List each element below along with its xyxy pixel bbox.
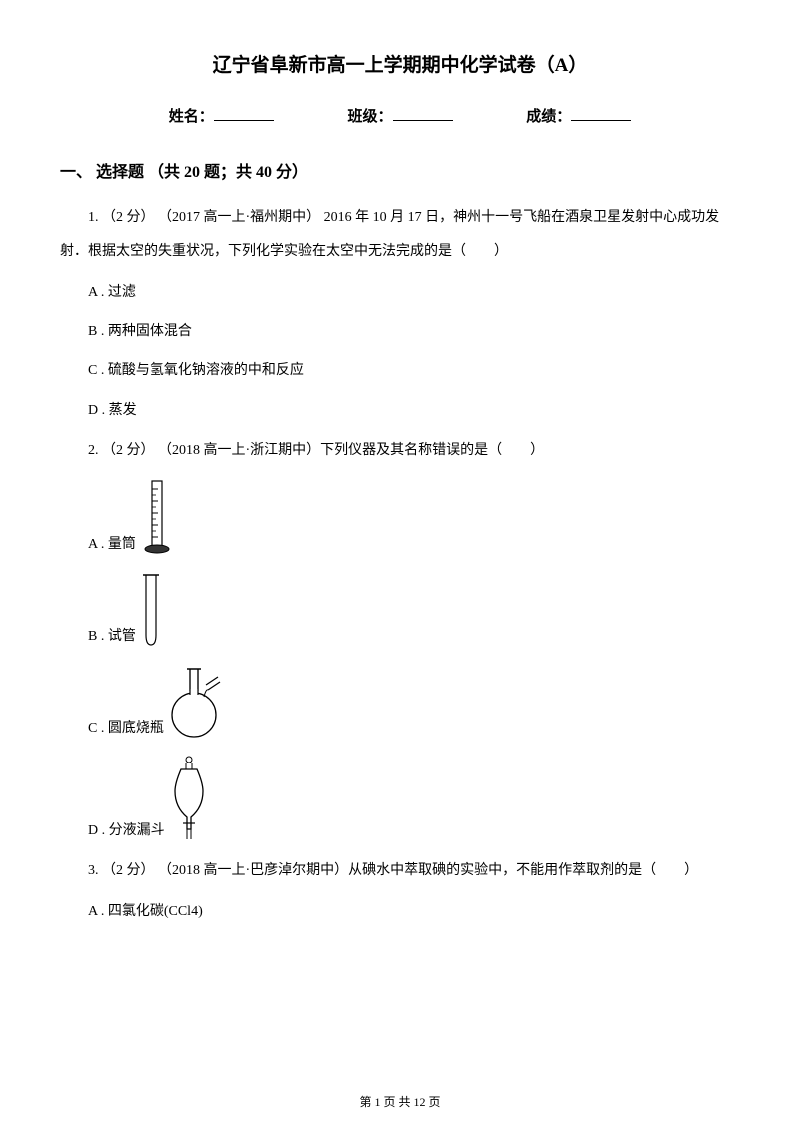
name-label: 姓名： xyxy=(169,109,214,125)
info-row: 姓名： 班级： 成绩： xyxy=(60,105,740,126)
q3-optA: A . 四氯化碳(CCl4) xyxy=(60,899,740,924)
test-tube-icon xyxy=(140,571,162,649)
page-footer: 第 1 页 共 12 页 xyxy=(0,1093,800,1110)
q3-stem: 3. （2 分） （2018 高一上·巴彦淖尔期中）从碘水中萃取碘的实验中，不能… xyxy=(60,857,740,885)
q1-optC: C . 硫酸与氢氧化钠溶液的中和反应 xyxy=(60,358,740,383)
separating-funnel-icon xyxy=(169,755,209,843)
q1-line2: 射．根据太空的失重状况，下列化学实验在太空中无法完成的是（ ） xyxy=(60,238,740,266)
section-header: 一、 选择题 （共 20 题；共 40 分） xyxy=(60,158,740,182)
q2-optC: C . 圆底烧瓶 xyxy=(60,663,740,741)
q1-optD: D . 蒸发 xyxy=(60,398,740,423)
q1-line1: 1. （2 分） （2017 高一上·福州期中） 2016 年 10 月 17 … xyxy=(60,204,740,232)
graduated-cylinder-icon xyxy=(140,479,174,557)
class-label: 班级： xyxy=(347,109,392,125)
q2-optD: D . 分液漏斗 xyxy=(60,755,740,843)
score-label: 成绩： xyxy=(526,109,571,125)
round-flask-icon xyxy=(168,663,224,741)
class-blank xyxy=(393,120,453,121)
name-blank xyxy=(214,120,274,121)
q2-optA: A . 量筒 xyxy=(60,479,740,557)
q1-optB: B . 两种固体混合 xyxy=(60,319,740,344)
q1-optA: A . 过滤 xyxy=(60,280,740,305)
score-blank xyxy=(571,120,631,121)
q2-stem: 2. （2 分） （2018 高一上·浙江期中）下列仪器及其名称错误的是（ ） xyxy=(60,437,740,465)
q2-optB: B . 试管 xyxy=(60,571,740,649)
exam-title: 辽宁省阜新市高一上学期期中化学试卷（A） xyxy=(60,50,740,77)
